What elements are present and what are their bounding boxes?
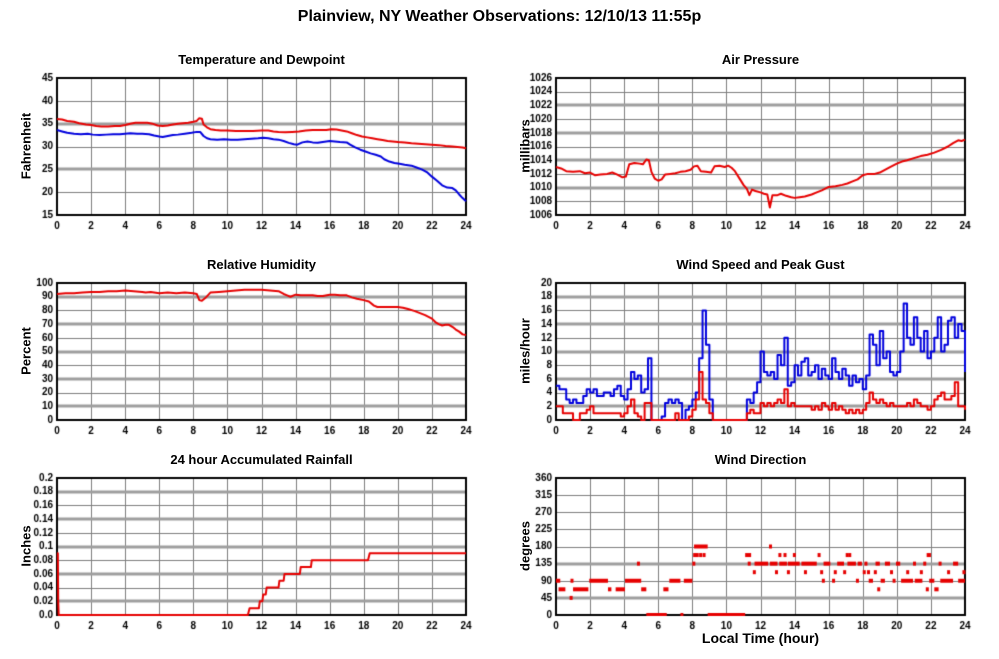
chart-title: Wind Speed and Peak Gust	[676, 257, 845, 272]
rainfall-chart	[8, 470, 496, 640]
chart-title: Air Pressure	[721, 52, 800, 67]
temperature-dewpoint-chart	[8, 70, 496, 240]
chart-panel-air-pressure: Air Pressure millibars	[507, 40, 995, 240]
wind-speed-gust-chart	[507, 275, 995, 445]
air-pressure-chart	[507, 70, 995, 240]
chart-panel-relative-humidity: Relative Humidity Percent	[8, 245, 496, 445]
x-axis-label: Local Time (hour)	[701, 630, 820, 646]
chart-title: 24 hour Accumulated Rainfall	[170, 452, 353, 467]
chart-title: Relative Humidity	[206, 257, 317, 272]
chart-panel-wind-speed-gust: Wind Speed and Peak Gust miles/hour	[507, 245, 995, 445]
wind-direction-chart	[507, 470, 995, 640]
chart-title: Temperature and Dewpoint	[178, 52, 345, 67]
page-title: Plainview, NY Weather Observations: 12/1…	[297, 8, 702, 25]
chart-panel-rainfall: 24 hour Accumulated Rainfall Inches	[8, 440, 496, 640]
chart-panel-temperature-dewpoint: Temperature and Dewpoint Fahrenheit	[8, 40, 496, 240]
chart-title: Wind Direction	[714, 452, 807, 467]
relative-humidity-chart	[8, 275, 496, 445]
chart-panel-wind-direction: Wind Direction degrees Local Time (hour)	[507, 440, 995, 646]
